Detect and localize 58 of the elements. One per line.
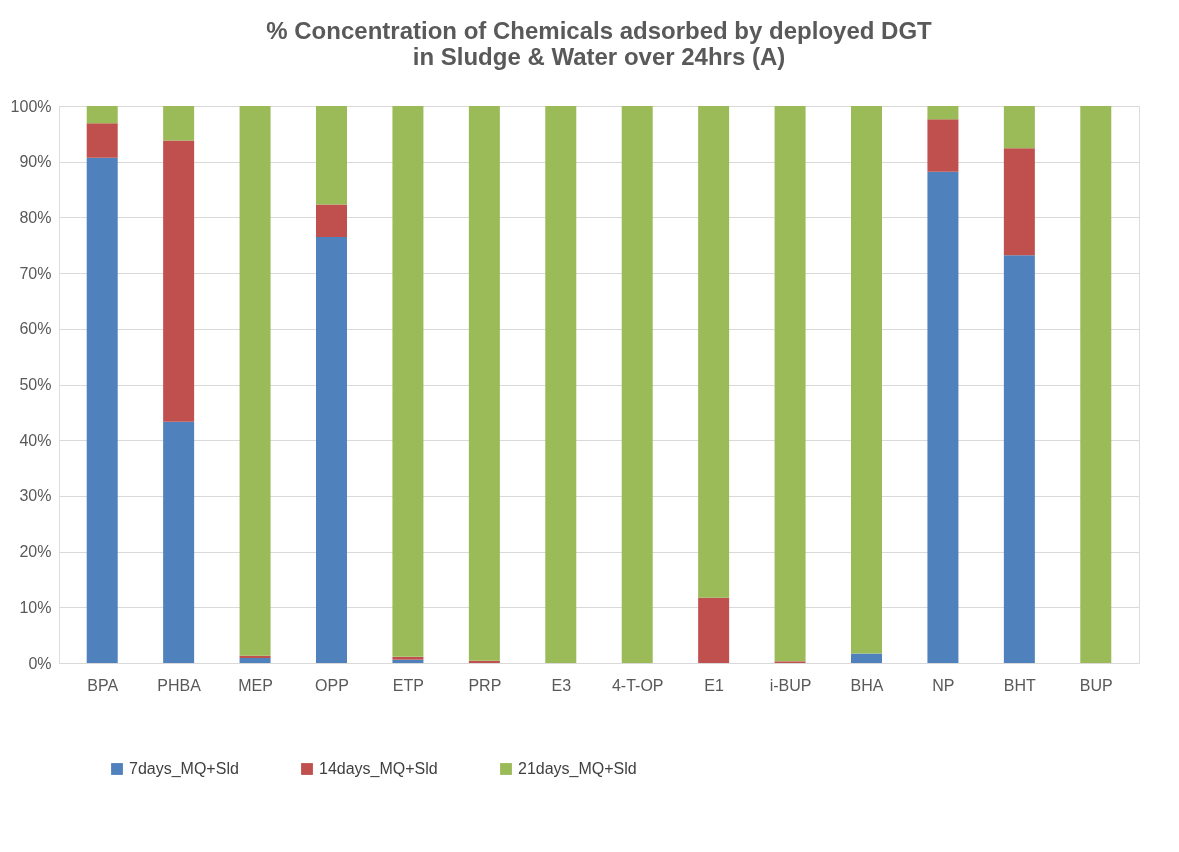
bar [86,106,118,124]
bar [316,204,347,237]
x-tick-label: OPP [315,676,349,694]
y-tick-label: 20% [19,543,52,561]
bar [392,106,424,657]
bar [163,106,195,141]
bar [239,106,271,656]
chart-title: % Concentration of Chemicals adsorbed by deployed DGT in Sludge & Water over 24hrs (A) [266,17,933,70]
x-tick-label: MEP [238,676,273,694]
y-tick-label: 100% [10,97,52,115]
y-tick-label: 50% [19,376,52,393]
bar [851,653,882,663]
y-tick-label: 10% [19,598,52,616]
bar [851,106,882,654]
bar [468,660,500,663]
y-tick-label: 30% [19,487,52,505]
y-tick-label: 0% [28,654,52,672]
bar [239,657,271,663]
legend-label: 7days_MQ+Sld [129,760,239,778]
x-tick-label: 4-T-OP [611,676,664,694]
bar [927,119,959,172]
y-tick-label: 70% [19,264,52,282]
bar [1003,148,1035,256]
x-tick-label: BHT [1003,676,1037,694]
bar [545,106,577,663]
x-tick-label: ETP [392,676,424,694]
bar [1003,255,1035,663]
x-tick-label: i-BUP [769,676,812,694]
y-tick-label: 80% [19,208,52,226]
bar [86,157,118,663]
y-tick-label: 90% [19,153,52,171]
bar [316,106,347,205]
bar [774,106,806,662]
bar [1080,106,1112,663]
x-tick-label: BHA [850,676,884,694]
bar [927,106,959,120]
legend-label: 14days_MQ+Sld [319,760,438,778]
y-tick-label: 60% [19,320,52,338]
bar [163,421,195,663]
bar [163,140,195,422]
bar [621,106,653,663]
legend-label: 21days_MQ+Sld [518,760,637,778]
bar [1003,106,1035,149]
bar [927,171,959,663]
x-tick-label: NP [932,676,955,694]
bar [239,655,271,658]
x-tick-label: E3 [551,676,572,694]
x-tick-label: PRP [468,676,502,694]
x-tick-label: BPA [87,676,119,694]
bar [698,597,730,663]
bar [86,123,118,158]
x-tick-label: BUP [1079,676,1113,694]
x-tick-label: E1 [704,676,725,694]
bar [698,106,730,598]
bar [468,106,500,661]
bar [316,236,347,663]
y-tick-label: 40% [19,431,52,449]
x-tick-label: PHBA [157,676,202,694]
